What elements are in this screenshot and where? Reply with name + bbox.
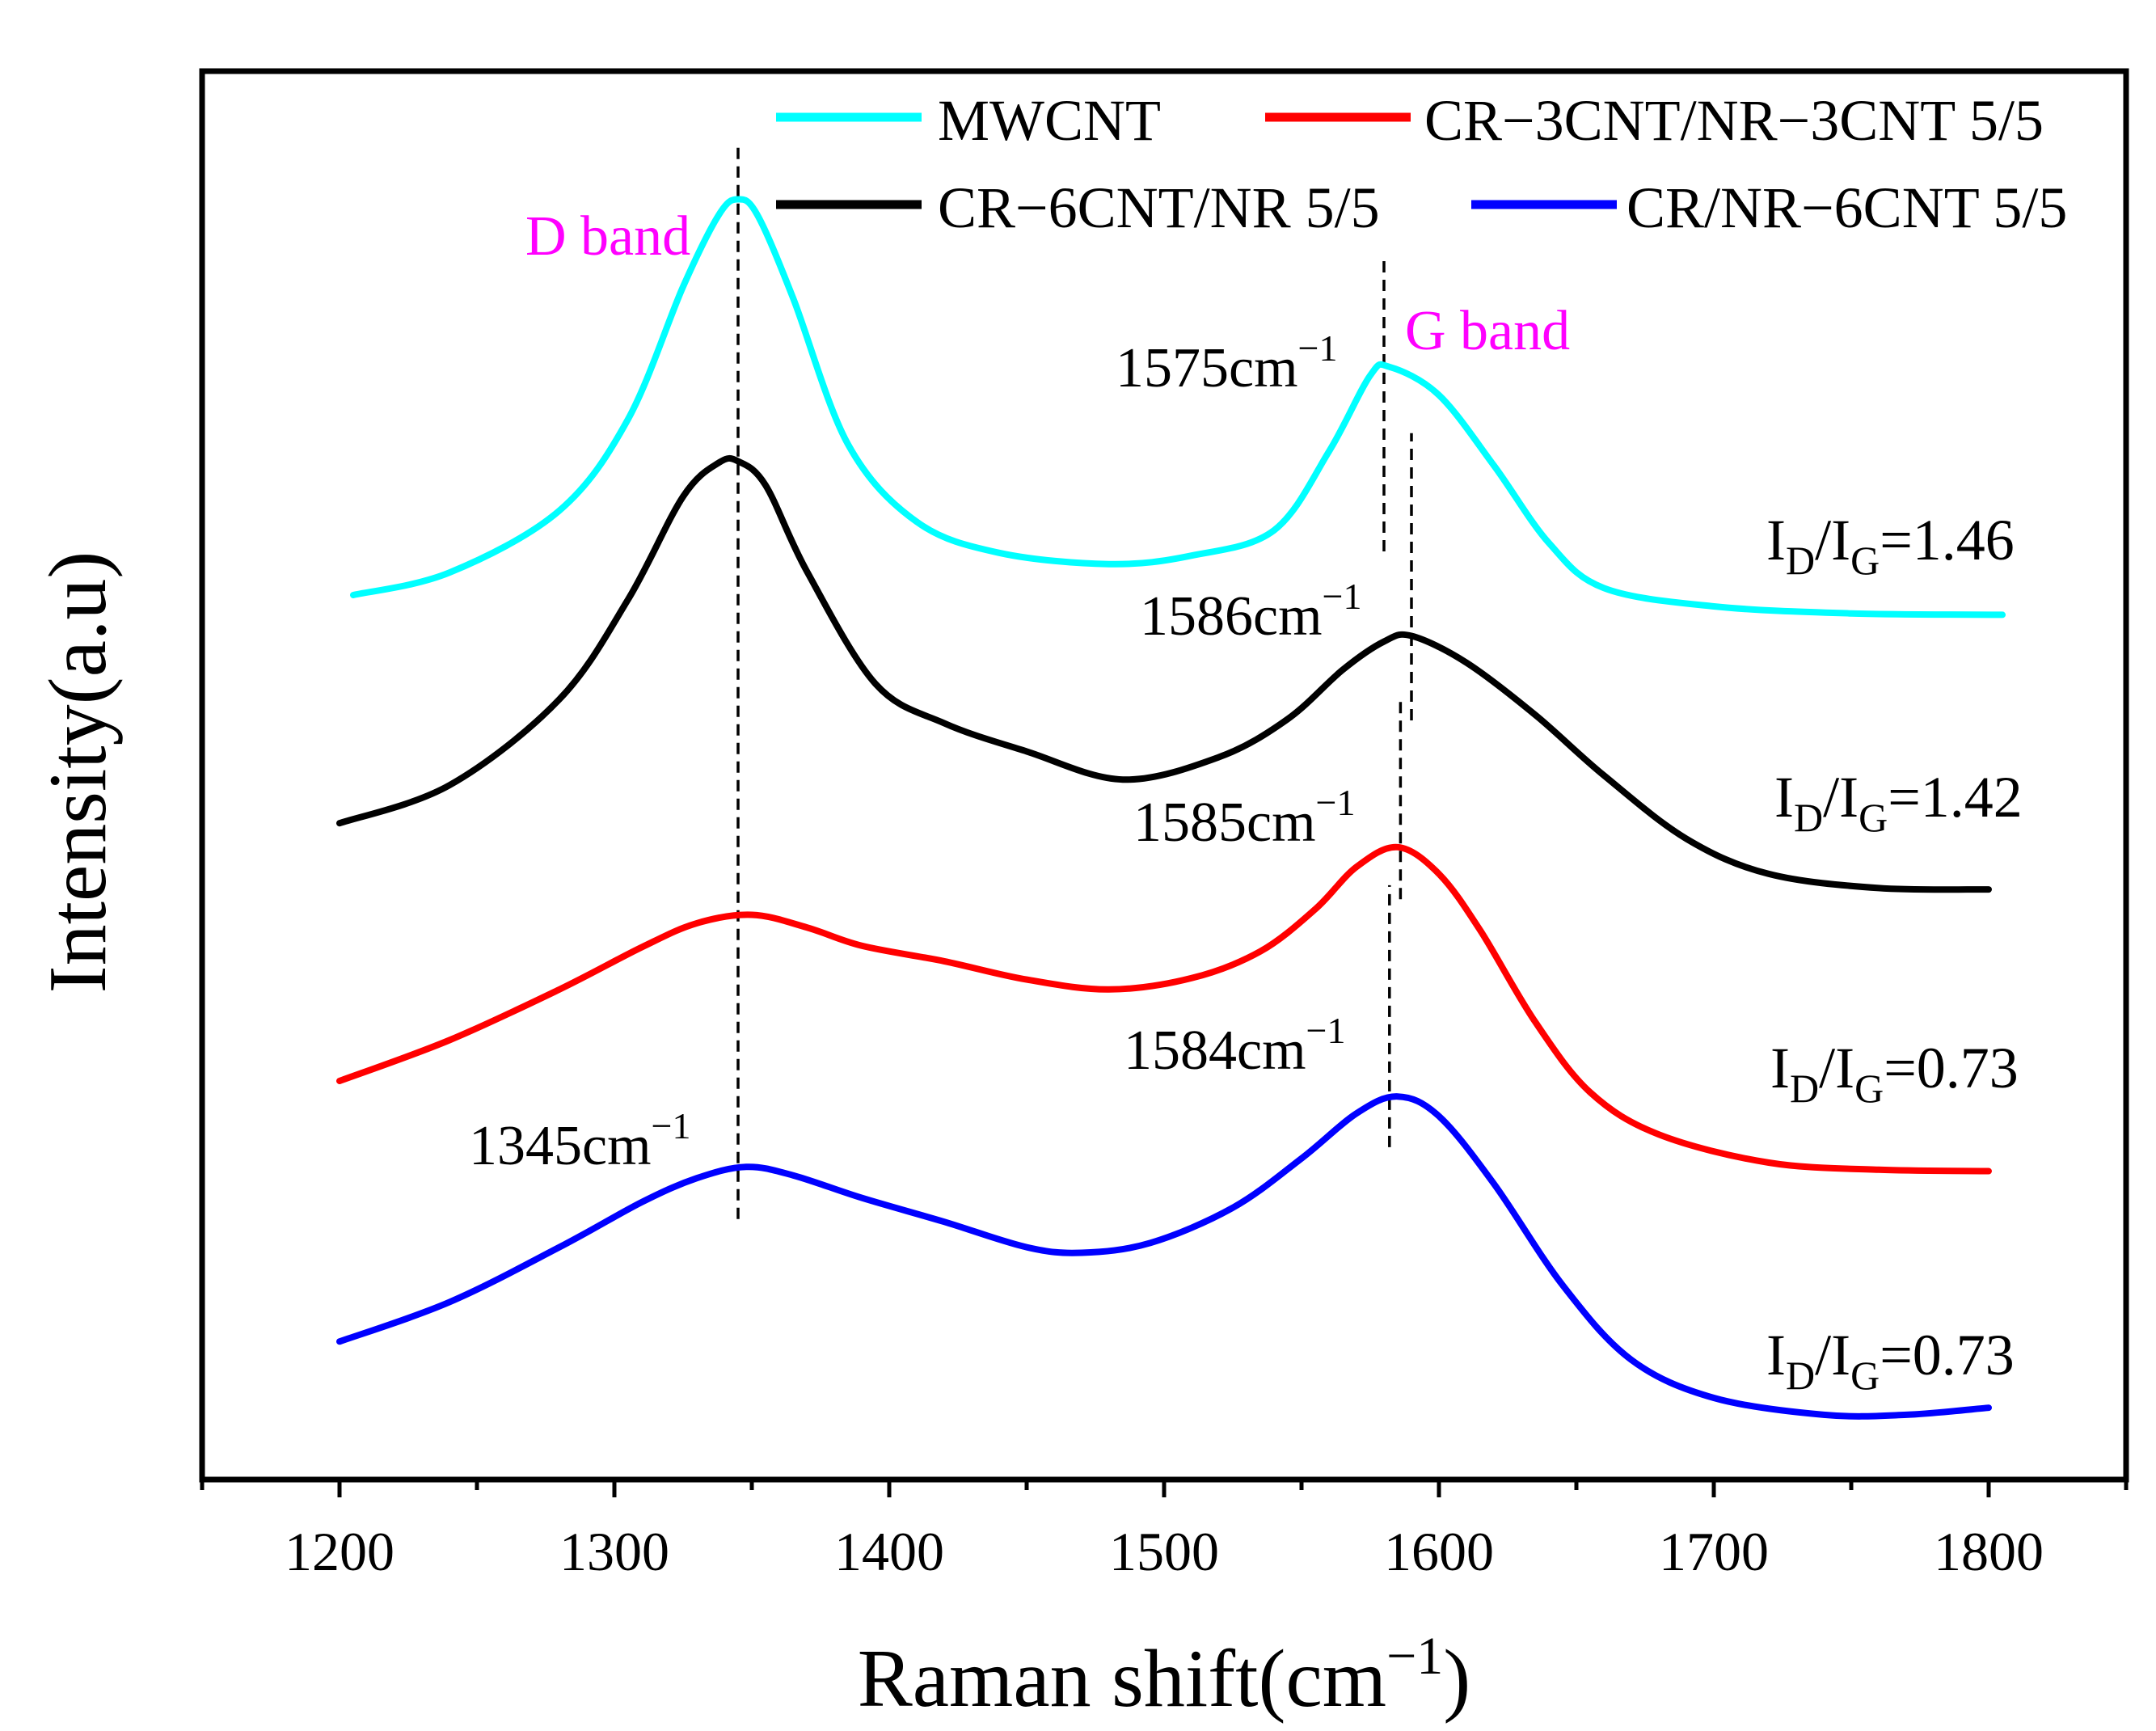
peak-label-1584: 1584cm−1 (1124, 1010, 1345, 1082)
reference-lines (736, 141, 1413, 1219)
x-tick-label-1200: 1200 (285, 1521, 394, 1582)
x-axis-tick-labels: 1200 1300 1400 1500 1600 1700 1800 (285, 1521, 2044, 1582)
ratio-label-cr-nr6cnt: ID/IG=0.73 (1766, 1323, 2015, 1398)
g-band-label: G band (1405, 300, 1570, 362)
x-tick-label-1300: 1300 (559, 1521, 669, 1582)
x-tick-label-1400: 1400 (834, 1521, 944, 1582)
legend: MWCNT CR−3CNT/NR−3CNT 5/5 CR−6CNT/NR 5/5… (776, 88, 2067, 240)
x-tick-label-1500: 1500 (1109, 1521, 1219, 1582)
series-line-mwcnt (350, 196, 2006, 619)
legend-label-cr3cnt-nr3cnt: CR−3CNT/NR−3CNT 5/5 (1424, 88, 2044, 153)
series-lines (336, 196, 2006, 1420)
ratio-label-cr6cnt-nr: ID/IG=1.42 (1774, 765, 2023, 840)
legend-label-cr6cnt-nr: CR−6CNT/NR 5/5 (938, 175, 1380, 240)
ratio-label-mwcnt: ID/IG=1.46 (1766, 508, 2015, 583)
x-tick-label-1600: 1600 (1384, 1521, 1494, 1582)
peak-label-1575: 1575cm−1 (1116, 327, 1337, 399)
x-tick-label-1800: 1800 (1934, 1521, 2044, 1582)
ratio-label-cr3cnt-nr3cnt: ID/IG=0.73 (1770, 1036, 2019, 1111)
d-band-label: D band (525, 205, 690, 268)
x-tick-label-1700: 1700 (1659, 1521, 1769, 1582)
series-line-cr-3cnt-nr-3cnt-5-5 (336, 843, 1992, 1175)
peak-label-1586: 1586cm−1 (1140, 576, 1361, 648)
series-line-cr-6cnt-nr-5-5 (336, 454, 1992, 893)
peak-label-1585: 1585cm−1 (1133, 782, 1355, 854)
series-line-cr-nr-6cnt-5-5 (336, 1093, 1992, 1420)
legend-label-mwcnt: MWCNT (938, 88, 1161, 153)
peak-label-1345: 1345cm−1 (469, 1105, 690, 1177)
x-axis-title: Raman shift(cm−1) (858, 1627, 1471, 1725)
y-axis-title: Intensity(a.u) (32, 551, 124, 994)
x-axis-ticks (200, 1480, 2129, 1497)
legend-label-cr-nr6cnt: CR/NR−6CNT 5/5 (1626, 175, 2067, 240)
